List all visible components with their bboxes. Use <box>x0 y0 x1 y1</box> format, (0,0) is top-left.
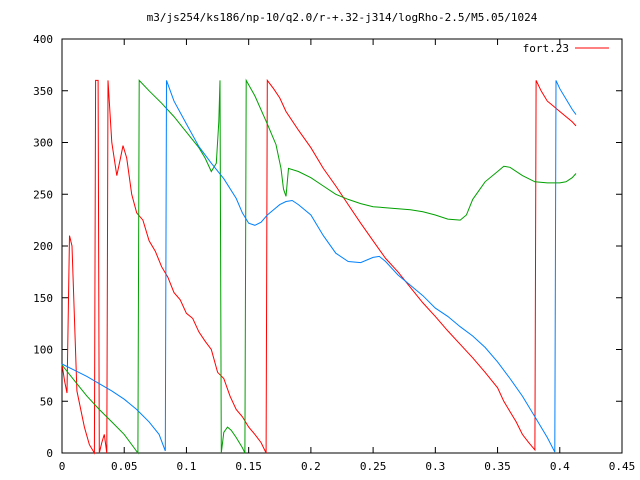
x-tick-label: 0.4 <box>550 460 570 473</box>
x-tick-label: 0.3 <box>425 460 445 473</box>
y-tick-label: 0 <box>46 447 53 460</box>
series-line-1 <box>61 78 577 455</box>
plot-border <box>61 38 623 454</box>
y-tick-label: 150 <box>33 292 53 305</box>
y-tick-label: 100 <box>33 344 53 357</box>
y-tick-label: 250 <box>33 188 53 201</box>
x-tick-label: 0.2 <box>301 460 321 473</box>
x-tick-label: 0.05 <box>111 460 138 473</box>
series-line-2 <box>61 78 577 455</box>
chart-title: m3/js254/ks186/np-10/q2.0/r-+.32-j314/lo… <box>147 11 538 24</box>
y-tick-label: 50 <box>40 395 53 408</box>
y-tick-label: 350 <box>33 85 53 98</box>
legend: fort.23 <box>523 42 609 55</box>
series-line-3 <box>61 80 577 453</box>
axes-group: 0 0.05 0.1 0.15 0.2 0.25 0.3 0.35 0.4 0.45 0 50 100 1… <box>33 33 635 473</box>
y-tick-label: 300 <box>33 137 53 150</box>
y-tick-label: 400 <box>33 33 53 46</box>
x-tick-label: 0 <box>59 460 66 473</box>
x-tick-label: 0.15 <box>235 460 262 473</box>
x-tick-label: 0.45 <box>609 460 636 473</box>
legend-label: fort.23 <box>523 42 569 55</box>
x-tick-label: 0.1 <box>177 460 197 473</box>
y-tick-label: 200 <box>33 240 53 253</box>
x-tick-label: 0.35 <box>484 460 511 473</box>
series-layer <box>61 78 577 455</box>
x-tick-label: 0.25 <box>360 460 387 473</box>
